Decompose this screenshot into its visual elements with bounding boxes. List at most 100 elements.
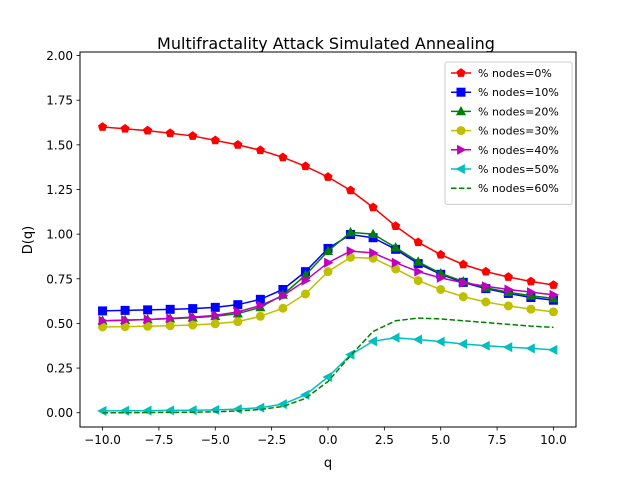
data-point [120, 123, 130, 133]
series-7 [102, 317, 554, 414]
data-point [121, 315, 131, 326]
legend-entry: % nodes=30% [451, 125, 559, 138]
data-point [548, 280, 559, 289]
data-point [368, 202, 378, 212]
legend-marker [456, 87, 466, 97]
chart-title: Multifractality Attack Simulated Anneali… [157, 34, 495, 53]
data-point [480, 340, 490, 351]
data-point [98, 315, 109, 326]
data-point [457, 338, 468, 350]
legend-marker [456, 68, 466, 77]
legend-entry: % nodes=60% [451, 182, 559, 195]
legend-label: % nodes=10% [478, 86, 559, 99]
data-point [368, 228, 379, 239]
data-point [166, 313, 176, 324]
data-point [188, 131, 198, 140]
data-point [435, 336, 445, 347]
data-point [97, 122, 108, 131]
x-tick-label: 7.5 [488, 433, 507, 447]
data-point [165, 128, 175, 138]
y-tick-label: 0.75 [46, 272, 73, 286]
data-point [323, 267, 333, 277]
data-point [211, 310, 221, 321]
data-point [165, 304, 175, 314]
y-tick-label: 1.00 [46, 228, 73, 242]
legend-label: % nodes=40% [478, 144, 559, 157]
data-point [390, 242, 401, 252]
data-point [527, 287, 537, 298]
x-tick-label: 5.0 [431, 433, 450, 447]
data-point [165, 321, 175, 331]
data-point [390, 332, 400, 343]
data-point [301, 275, 311, 286]
y-axis-label: D(q) [21, 226, 36, 254]
y-tick-label: 0.25 [46, 362, 73, 376]
data-point [367, 336, 377, 347]
data-point [458, 259, 468, 269]
data-point [278, 152, 288, 162]
x-tick-label: −5.0 [201, 433, 230, 447]
data-point [345, 226, 356, 237]
legend-marker [455, 105, 467, 116]
data-point [413, 256, 424, 266]
y-axis: 0.00 0.25 0.50 0.75 1.00 1.25 1.50 1.75 2.00 [46, 49, 80, 420]
data-point [143, 125, 153, 135]
data-point [549, 289, 559, 300]
legend-label: % nodes=50% [478, 163, 559, 176]
data-point [369, 247, 379, 258]
data-point [481, 266, 491, 276]
data-point [436, 272, 447, 283]
legend-box [444, 61, 573, 205]
x-tick-label: −10.0 [84, 433, 121, 447]
data-point [502, 342, 513, 353]
data-point [324, 257, 334, 268]
x-axis: −10.0 −7.5 −5.0 −2.5 0.0 2.5 5.0 7.5 10.0 [84, 427, 567, 447]
data-point [413, 237, 423, 247]
data-point [413, 276, 423, 286]
data-point [346, 246, 357, 257]
legend-entry: % nodes=20% [451, 105, 559, 118]
data-point [391, 221, 401, 231]
legend-entry: % nodes=50% [451, 163, 559, 176]
data-point [458, 292, 468, 302]
data-point [525, 343, 535, 354]
x-axis-label: q [324, 456, 332, 471]
data-point [412, 334, 423, 345]
data-point [278, 303, 288, 313]
data-point [279, 290, 289, 301]
data-point [503, 301, 513, 311]
legend-entry: % nodes=10% [451, 86, 559, 99]
legend-entry: % nodes=0% [451, 67, 552, 80]
data-point [233, 317, 243, 327]
data-point [547, 344, 558, 355]
y-tick-label: 0.00 [46, 406, 73, 420]
legend-label: % nodes=0% [478, 67, 552, 80]
data-point [188, 312, 199, 323]
legend-entry: % nodes=40% [451, 144, 559, 157]
data-point [188, 304, 198, 314]
data-point [548, 307, 558, 317]
data-point [255, 145, 265, 155]
data-point [210, 319, 220, 329]
data-point [256, 300, 266, 311]
data-point [526, 276, 536, 286]
series-5 [98, 246, 559, 326]
data-point [481, 281, 492, 292]
data-point [300, 161, 311, 171]
y-tick-label: 2.00 [46, 49, 73, 63]
data-point [188, 320, 198, 330]
data-point [526, 304, 536, 314]
data-point [322, 245, 334, 256]
data-point [233, 306, 244, 317]
legend-marker [455, 163, 465, 175]
legend-label: % nodes=60% [478, 182, 559, 195]
plot-area: −10.0 −7.5 −5.0 −2.5 0.0 2.5 5.0 7.5 10.0 0.000.… [46, 49, 577, 447]
x-tick-label: 2.5 [375, 433, 394, 447]
series-line [102, 317, 554, 414]
series-layer [97, 122, 559, 416]
y-tick-label: 1.25 [46, 183, 73, 197]
data-point [414, 266, 424, 277]
legend-marker [456, 126, 466, 136]
data-point [345, 185, 356, 195]
